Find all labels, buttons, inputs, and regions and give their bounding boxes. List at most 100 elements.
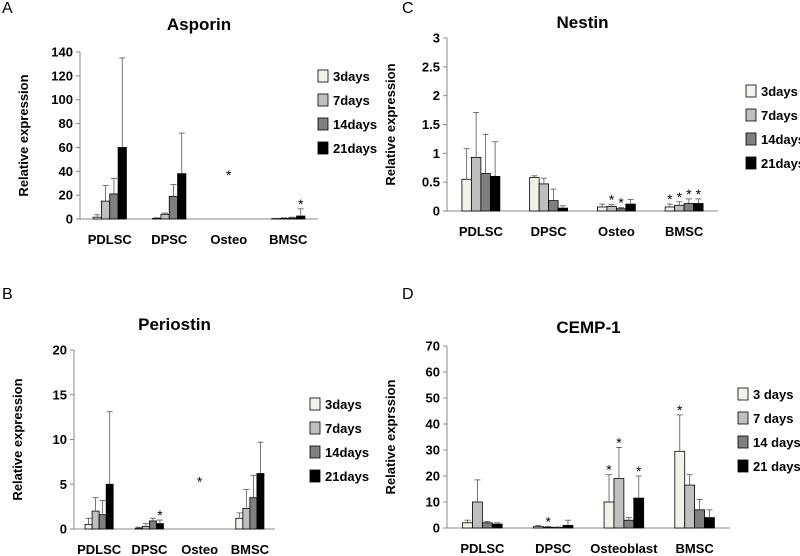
bar (480, 173, 491, 212)
y-tick-label: 50 (426, 391, 440, 406)
bar (548, 200, 559, 212)
bar (552, 527, 564, 529)
chart-title: CEMP-1 (556, 318, 620, 337)
category-label: Osteo (181, 542, 218, 556)
legend-swatch (309, 445, 321, 459)
legend-swatch (745, 84, 757, 98)
bar (235, 517, 244, 530)
bar (134, 527, 143, 530)
legend-label: 3 days (753, 387, 793, 402)
y-tick-label: 0 (66, 212, 73, 227)
bar (613, 478, 625, 529)
significance-marker: * (226, 167, 232, 183)
bar (98, 514, 107, 530)
y-axis-label: Relative expression (383, 63, 398, 185)
panel-periostin: B Periostin Relative expression 0 5 10 15 20 PD… (0, 278, 400, 556)
cemp1-chart-svg: CEMP-1 Relative exprssion 0 10 20 30 40 50 60 70 P… (383, 318, 800, 556)
bar (538, 183, 550, 212)
legend-label: 14days (333, 117, 377, 132)
bar (287, 217, 297, 220)
bar (633, 497, 645, 529)
panel-letter: B (2, 286, 13, 303)
bar (664, 206, 676, 212)
bar (101, 200, 111, 220)
significance-marker: * (677, 402, 683, 418)
chart-title: Periostin (138, 315, 211, 334)
y-tick-label: 5 (60, 477, 67, 492)
y-tick-label: 0 (60, 522, 67, 537)
legend-label: 21days (333, 141, 377, 156)
legend-swatch (317, 69, 329, 83)
significance-marker: * (677, 189, 683, 205)
legend-swatch (745, 132, 757, 146)
significance-marker: * (636, 463, 642, 479)
bar (623, 519, 635, 529)
bar (152, 218, 162, 220)
bar (91, 510, 100, 530)
y-tick-label: 120 (51, 68, 73, 83)
bar (160, 213, 170, 220)
legend-swatch (317, 93, 329, 107)
y-tick-label: 40 (426, 417, 440, 432)
category-label: DPSC (131, 542, 168, 556)
y-tick-label: 3 (433, 31, 440, 46)
significance-marker: * (157, 507, 163, 523)
significance-marker: * (197, 474, 203, 490)
legend-label: 7days (325, 421, 362, 436)
y-tick-label: 20 (59, 188, 73, 203)
bar (625, 203, 636, 212)
bar (683, 203, 695, 212)
y-tick-label: 60 (59, 140, 73, 155)
bar (529, 177, 540, 212)
legend-label: 7 days (753, 411, 793, 426)
y-tick-label: 20 (53, 343, 67, 358)
bar (109, 193, 119, 220)
category-label: Osteoblast (590, 541, 658, 556)
bar (674, 450, 686, 529)
y-tick-label: 20 (426, 469, 440, 484)
significance-marker: * (696, 186, 702, 202)
y-tick-label: 70 (426, 339, 440, 354)
significance-marker: * (606, 462, 612, 478)
bar (279, 218, 289, 220)
bar (481, 522, 493, 529)
y-tick-label: 80 (59, 116, 73, 131)
bar (674, 204, 685, 212)
periostin-chart-svg: Periostin Relative expression 0 5 10 15 20 PDLS… (10, 315, 369, 556)
bar (693, 203, 704, 212)
panel-cemp1: D CEMP-1 Relative exprssion 0 10 20 30 40 50 60 7… (383, 278, 800, 556)
bar (684, 484, 696, 529)
category-label: DPSC (531, 224, 568, 239)
y-axis-label: Relative expression (16, 74, 31, 196)
legend-swatch (737, 435, 749, 449)
legend-swatch (745, 108, 757, 122)
bar (296, 215, 306, 220)
legend-swatch (745, 156, 757, 170)
significance-marker: * (618, 195, 624, 211)
legend-label: 14days (761, 132, 800, 147)
bar (489, 175, 501, 212)
bar (84, 524, 93, 530)
y-tick-label: 10 (53, 432, 67, 447)
legend-label: 14days (325, 445, 369, 460)
legend-swatch (309, 469, 321, 483)
legend-label: 14 days (753, 435, 800, 450)
panel-asporin: A Asporin Relative expression 0 20 40 60 80 100… (0, 0, 400, 278)
legend-label: 21days (761, 156, 800, 171)
legend-swatch (317, 141, 329, 155)
legend-label: 21 days (753, 459, 800, 474)
legend-swatch (317, 117, 329, 131)
y-tick-label: 0 (433, 204, 440, 219)
category-label: PDLSC (459, 224, 504, 239)
y-tick-label: 40 (59, 164, 73, 179)
bar (461, 178, 472, 212)
y-tick-label: 10 (426, 495, 440, 510)
legend-swatch (309, 421, 321, 435)
bar (168, 195, 178, 220)
category-label: PDLSC (460, 541, 505, 556)
bar (557, 207, 568, 212)
legend-label: 7days (761, 108, 798, 123)
bar (597, 206, 608, 212)
panel-letter: D (402, 286, 414, 303)
significance-marker: * (545, 513, 551, 529)
